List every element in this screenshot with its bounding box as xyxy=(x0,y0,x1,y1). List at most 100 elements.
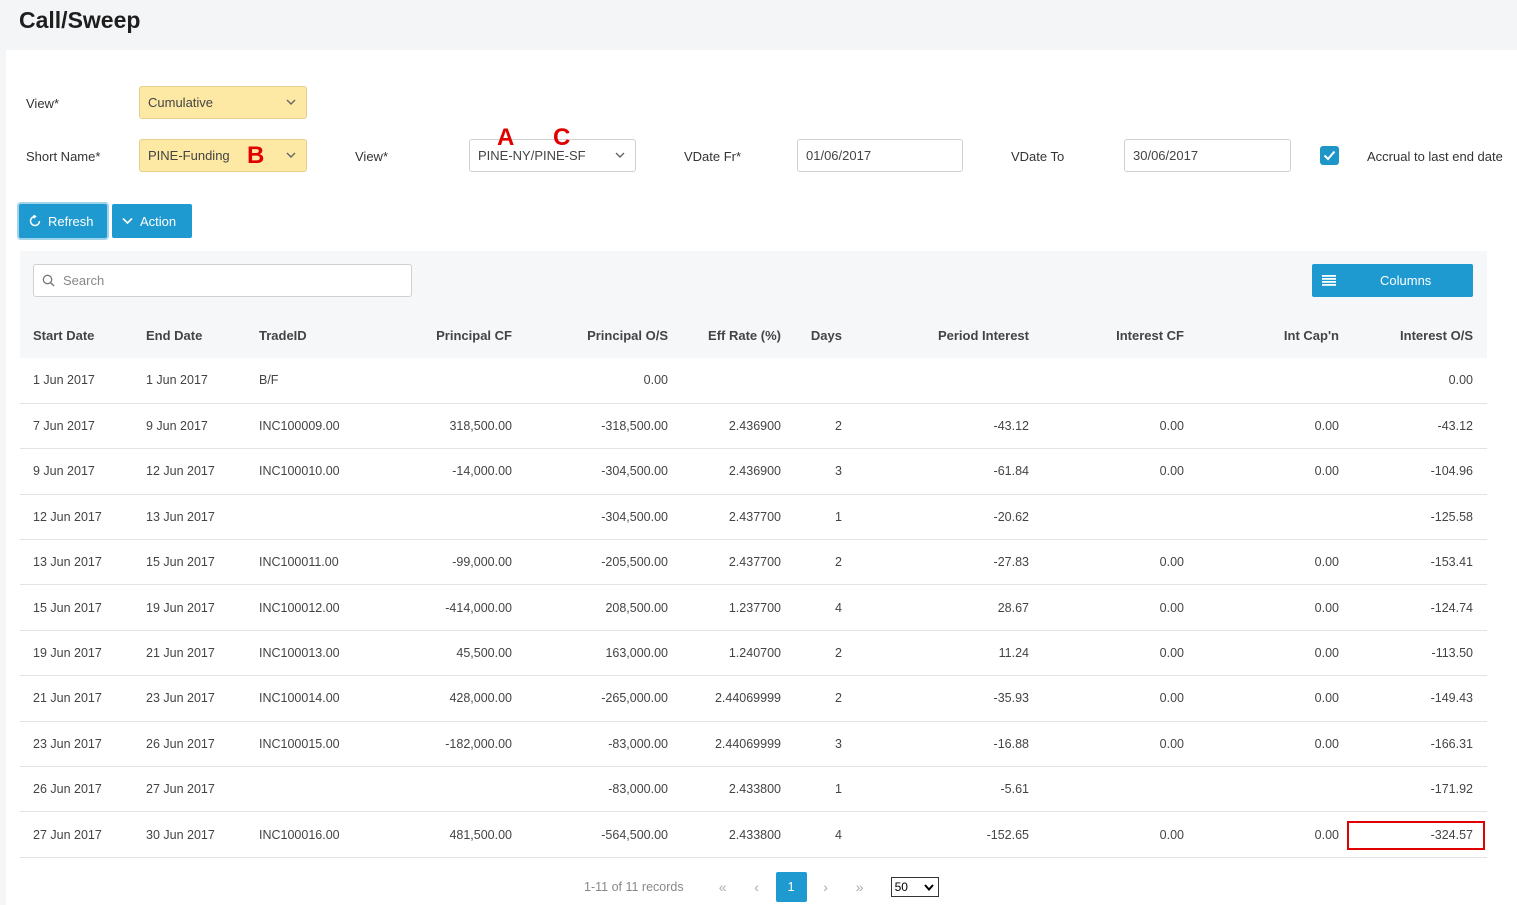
table-row[interactable]: 26 Jun 2017 27 Jun 2017 -83,000.00 2.433800… xyxy=(20,766,1487,813)
chevron-down-icon xyxy=(286,152,296,158)
cell-interest-os: -153.41 xyxy=(1353,539,1487,586)
cell-start-date: 21 Jun 2017 xyxy=(20,675,133,722)
annotation-c: C xyxy=(553,124,571,151)
accrual-checkbox[interactable] xyxy=(1320,146,1339,165)
cell-eff-rate: 2.44069999 xyxy=(682,675,795,722)
cell-period-interest: -16.88 xyxy=(877,721,1043,768)
page-size-select[interactable]: 50 xyxy=(890,877,939,897)
chevron-down-icon xyxy=(286,99,296,105)
next-page-button[interactable]: › xyxy=(823,879,828,895)
col-interest-os[interactable]: Interest O/S xyxy=(1400,328,1473,343)
col-principal-os[interactable]: Principal O/S xyxy=(587,328,668,343)
cell-eff-rate: 2.437700 xyxy=(682,539,795,586)
cell-principal-os: -318,500.00 xyxy=(526,403,682,450)
cell-days xyxy=(795,358,877,404)
cell-eff-rate: 1.237700 xyxy=(682,584,795,631)
cell-int-capn: 0.00 xyxy=(1198,539,1353,586)
cell-period-interest: -152.65 xyxy=(877,811,1043,858)
cell-days: 2 xyxy=(795,630,877,677)
cell-int-capn: 0.00 xyxy=(1198,584,1353,631)
short-name-dropdown[interactable]: PINE-Funding xyxy=(139,139,307,172)
cell-period-interest: -43.12 xyxy=(877,403,1043,450)
action-button[interactable]: Action xyxy=(112,204,192,238)
refresh-button[interactable]: Refresh xyxy=(19,204,107,238)
cell-start-date: 7 Jun 2017 xyxy=(20,403,133,450)
col-eff-rate[interactable]: Eff Rate (%) xyxy=(708,328,781,343)
cell-days: 2 xyxy=(795,403,877,450)
cell-end-date: 9 Jun 2017 xyxy=(133,403,246,450)
cell-end-date: 1 Jun 2017 xyxy=(133,358,246,404)
col-interest-cf[interactable]: Interest CF xyxy=(1116,328,1184,343)
cell-trade-id: INC100010.00 xyxy=(246,448,376,495)
col-end-date[interactable]: End Date xyxy=(146,328,203,343)
cell-principal-cf: -99,000.00 xyxy=(376,539,526,586)
search-input[interactable]: Search xyxy=(33,264,412,297)
cell-eff-rate xyxy=(682,358,795,404)
view-dropdown-value: Cumulative xyxy=(148,95,214,110)
cell-interest-os: -124.74 xyxy=(1353,584,1487,631)
cell-value: -324.57 xyxy=(1430,827,1473,842)
cell-int-capn: 0.00 xyxy=(1198,448,1353,495)
cell-eff-rate: 2.436900 xyxy=(682,403,795,450)
cell-int-capn: 0.00 xyxy=(1198,675,1353,722)
col-principal-cf[interactable]: Principal CF xyxy=(436,328,512,343)
view2-dropdown[interactable]: PINE-NY/PINE-SF xyxy=(469,139,636,172)
table-row[interactable]: 15 Jun 2017 19 Jun 2017 INC100012.00 -414,0… xyxy=(20,584,1487,631)
cell-principal-cf: -414,000.00 xyxy=(376,584,526,631)
list-icon xyxy=(1322,275,1336,286)
cell-interest-os: -171.92 xyxy=(1353,766,1487,813)
prev-page-button[interactable]: ‹ xyxy=(754,879,759,895)
view-dropdown[interactable]: Cumulative xyxy=(139,86,307,119)
cell-interest-cf xyxy=(1043,358,1198,404)
cell-days: 3 xyxy=(795,721,877,768)
view-label: View* xyxy=(26,96,60,111)
cell-principal-cf xyxy=(376,358,526,404)
cell-period-interest: -27.83 xyxy=(877,539,1043,586)
col-days[interactable]: Days xyxy=(810,328,842,343)
highlight-box xyxy=(1347,821,1485,851)
cell-end-date: 27 Jun 2017 xyxy=(133,766,246,813)
results-table: Start Date End Date TradeID Principal CF… xyxy=(20,313,1487,858)
current-page-button[interactable]: 1 xyxy=(775,872,807,902)
cell-period-interest xyxy=(877,358,1043,404)
table-row[interactable]: 9 Jun 2017 12 Jun 2017 INC100010.00 -14,000… xyxy=(20,448,1487,495)
first-page-button[interactable]: « xyxy=(718,879,727,895)
col-start-date[interactable]: Start Date xyxy=(33,328,95,343)
cell-principal-os: -564,500.00 xyxy=(526,811,682,858)
last-page-button[interactable]: » xyxy=(855,879,864,895)
col-period-interest[interactable]: Period Interest xyxy=(937,328,1029,343)
cell-interest-cf: 0.00 xyxy=(1043,721,1198,768)
cell-principal-os: -304,500.00 xyxy=(526,448,682,495)
cell-period-interest: -5.61 xyxy=(877,766,1043,813)
cell-end-date: 15 Jun 2017 xyxy=(133,539,246,586)
table-row[interactable]: 1 Jun 2017 1 Jun 2017 B/F 0.00 0.00 xyxy=(20,358,1487,404)
table-row[interactable]: 19 Jun 2017 21 Jun 2017 INC100013.00 45,500… xyxy=(20,630,1487,677)
col-int-capn[interactable]: Int Cap'n xyxy=(1283,328,1339,343)
cell-principal-os: -304,500.00 xyxy=(526,494,682,541)
table-row[interactable]: 21 Jun 2017 23 Jun 2017 INC100014.00 428,00… xyxy=(20,675,1487,722)
cell-eff-rate: 2.436900 xyxy=(682,448,795,495)
cell-trade-id xyxy=(246,766,376,813)
cell-interest-os: -324.57 xyxy=(1347,811,1487,858)
table-row[interactable]: 27 Jun 2017 30 Jun 2017 INC100016.00 481,50… xyxy=(20,811,1487,858)
cell-period-interest: 11.24 xyxy=(877,630,1043,677)
cell-eff-rate: 2.437700 xyxy=(682,494,795,541)
table-row[interactable]: 7 Jun 2017 9 Jun 2017 INC100009.00 318,500.… xyxy=(20,403,1487,450)
table-row[interactable]: 23 Jun 2017 26 Jun 2017 INC100015.00 -182,0… xyxy=(20,721,1487,768)
vdate-from-input[interactable]: 01/06/2017 xyxy=(797,139,963,172)
columns-button[interactable]: Columns xyxy=(1312,264,1473,297)
table-row[interactable]: 13 Jun 2017 15 Jun 2017 INC100011.00 -99,00… xyxy=(20,539,1487,586)
chevron-down-icon xyxy=(122,217,133,225)
search-icon xyxy=(42,274,55,287)
cell-int-capn xyxy=(1198,766,1353,813)
col-trade-id[interactable]: TradeID xyxy=(259,328,307,343)
table-row[interactable]: 12 Jun 2017 13 Jun 2017 -304,500.00 2.43770… xyxy=(20,494,1487,541)
cell-days: 2 xyxy=(795,675,877,722)
data-grid: Search Columns Start Date End Date Trade… xyxy=(20,251,1487,858)
action-label: Action xyxy=(140,213,177,229)
cell-interest-os: -125.58 xyxy=(1353,494,1487,541)
cell-start-date: 15 Jun 2017 xyxy=(20,584,133,631)
short-name-dropdown-value: PINE-Funding xyxy=(148,148,230,163)
vdate-to-input[interactable]: 30/06/2017 xyxy=(1124,139,1291,172)
cell-interest-cf: 0.00 xyxy=(1043,403,1198,450)
